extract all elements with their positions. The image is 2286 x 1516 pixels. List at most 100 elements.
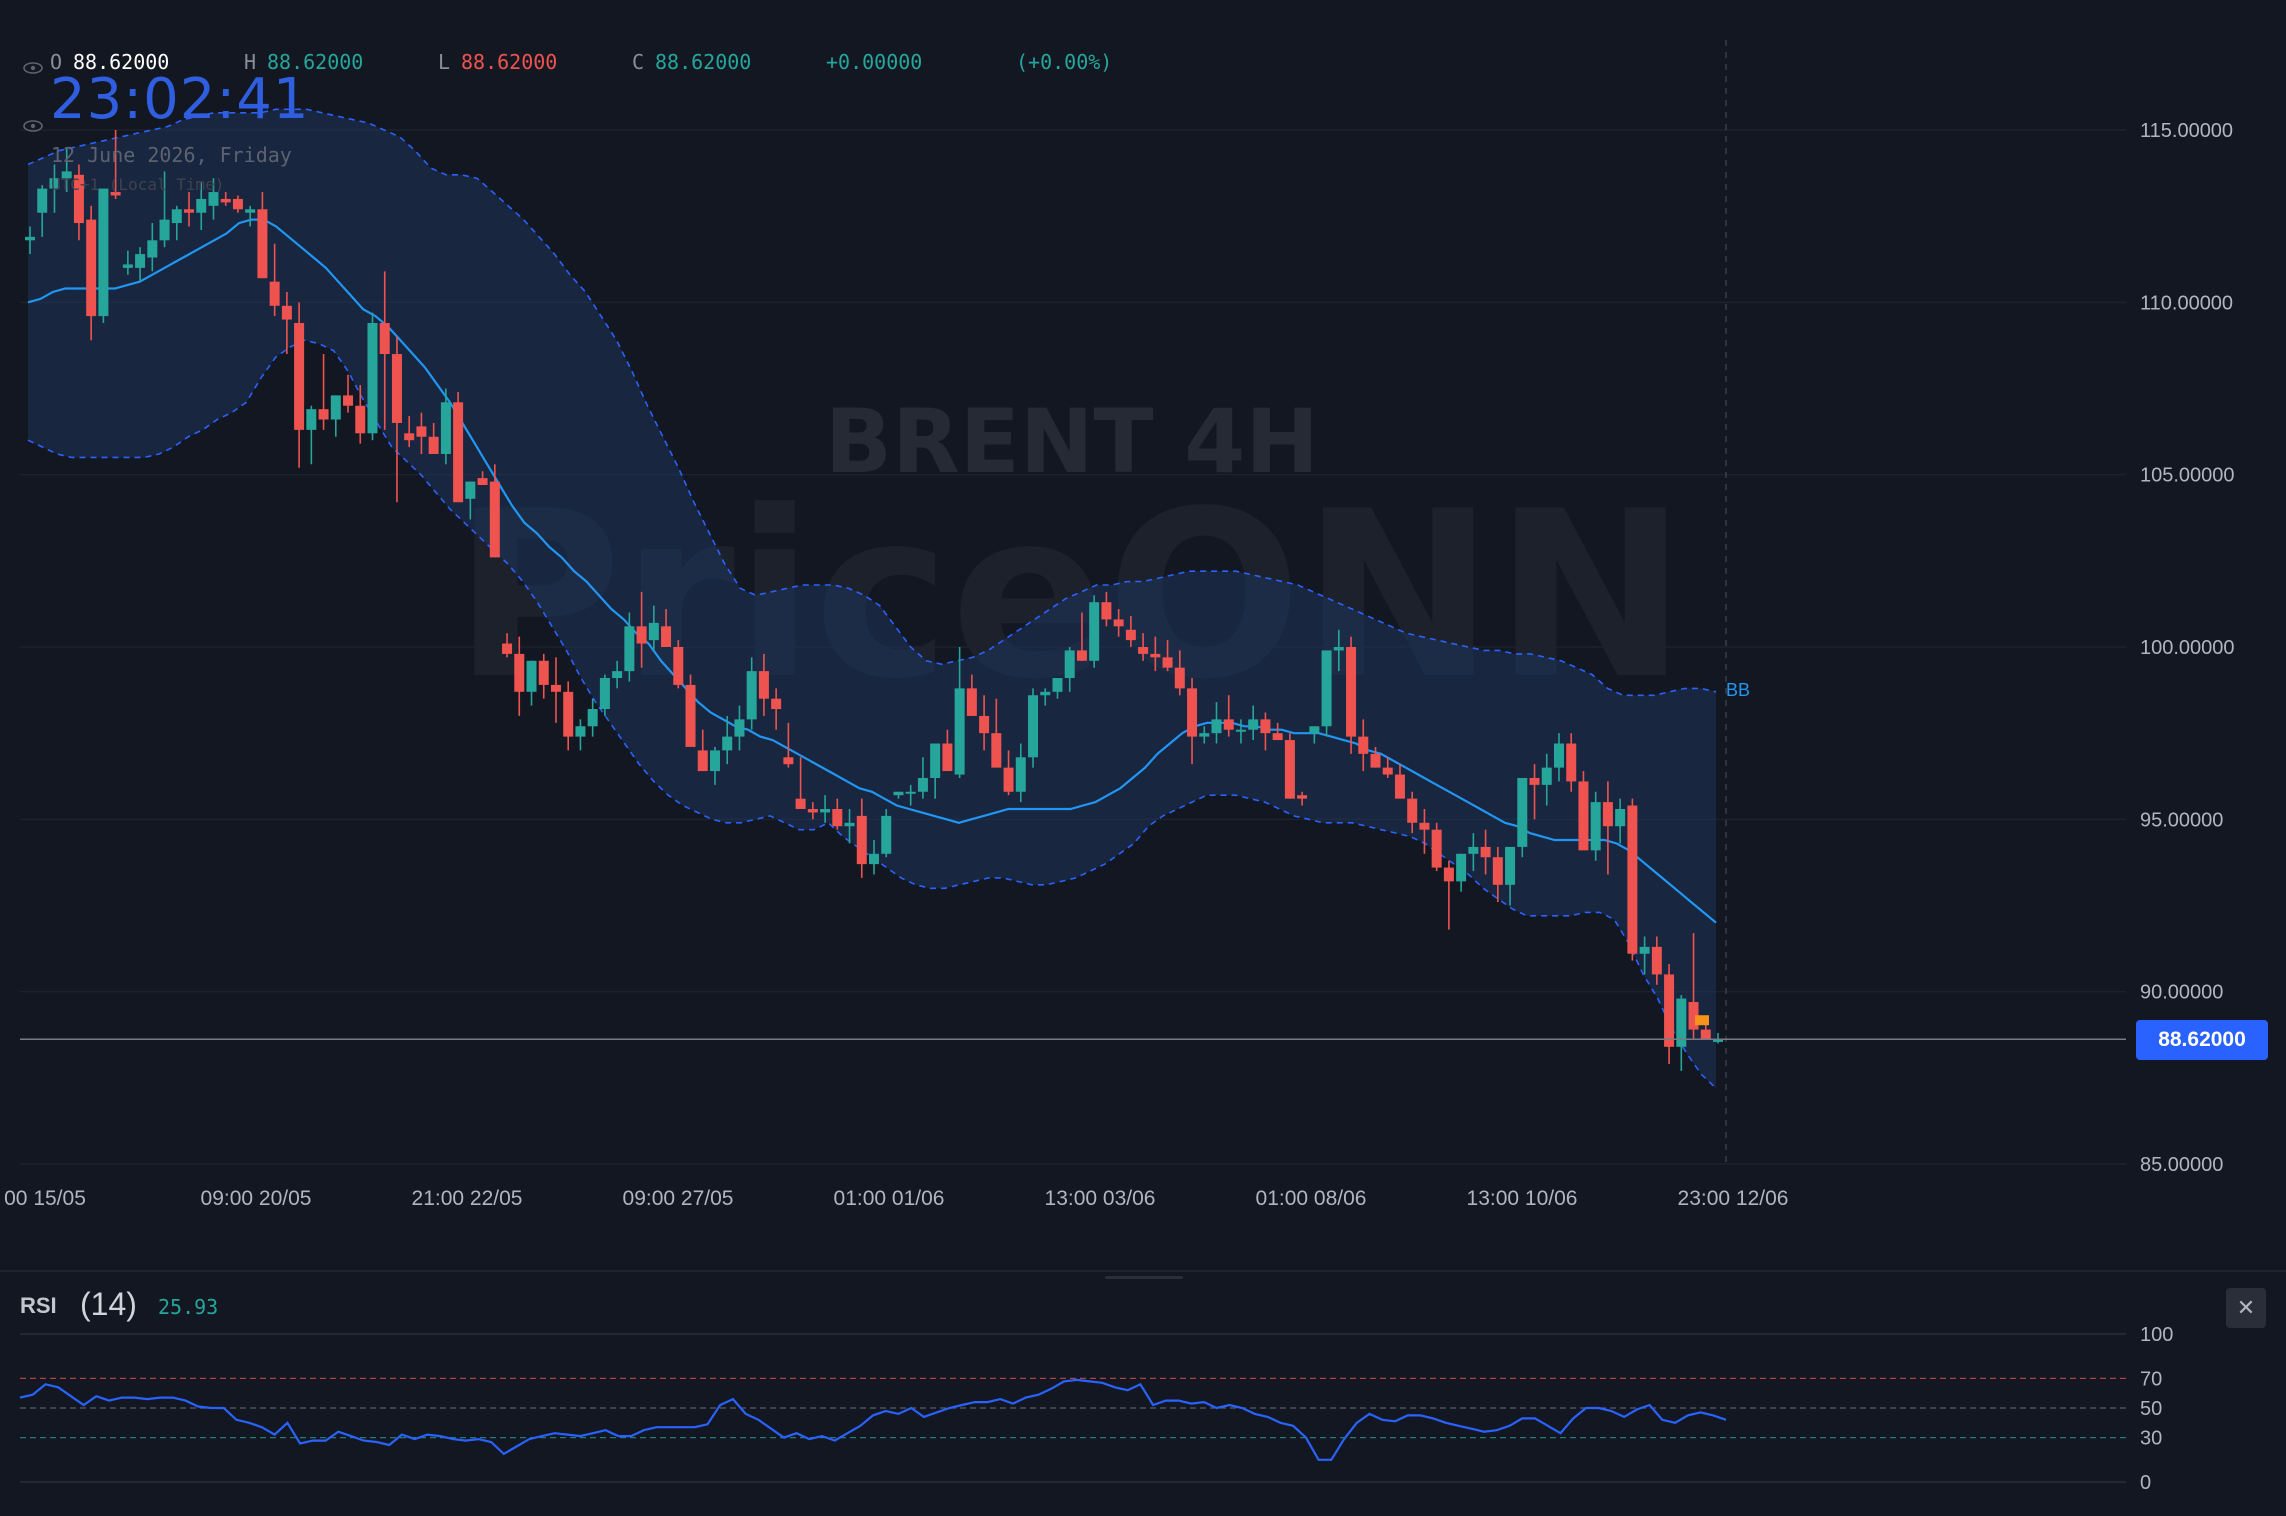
candle-body (1199, 733, 1210, 737)
candle-body (1407, 798, 1418, 823)
candle-body (196, 198, 207, 213)
candle-body (1651, 946, 1662, 975)
close-label: C (632, 50, 645, 74)
candle-body (465, 481, 476, 499)
clock-timezone: UTC+1 (Local Time) (51, 175, 225, 194)
candle-body (428, 436, 439, 454)
candle-body (502, 643, 513, 654)
candle-body (1187, 688, 1198, 737)
high-value: 88.62000 (267, 50, 364, 74)
pane-resize-handle[interactable] (1105, 1276, 1183, 1279)
candle-body (771, 698, 782, 710)
price-chart[interactable]: PriceONN BRENT 4H BB 115.00000110.000001… (0, 0, 2286, 1270)
candle-body (245, 209, 256, 213)
candle-body (1431, 829, 1442, 868)
candle-body (1284, 740, 1295, 799)
candle-body (599, 678, 610, 710)
candle-body (355, 405, 366, 434)
candle-body (1076, 650, 1087, 661)
candle-body (1040, 691, 1051, 696)
price-grid (20, 129, 2126, 1165)
rsi-tick-label: 70 (2140, 1368, 2162, 1390)
candle-body (636, 626, 647, 644)
last-bar-marker (1695, 1015, 1709, 1026)
low-label: L (438, 50, 451, 74)
candle-body (306, 409, 317, 430)
candle-body (1089, 602, 1100, 661)
rsi-axis: 100 70 50 30 0 (2140, 1324, 2173, 1494)
price-tick-label: 110.00000 (2140, 292, 2233, 314)
candle-body (648, 622, 659, 641)
rsi-line (19, 1378, 1727, 1461)
candle-body (526, 660, 537, 692)
candle-body (147, 240, 158, 258)
candle-body (869, 853, 879, 865)
rsi-line-path (19, 1378, 1727, 1461)
candle-body (294, 323, 305, 430)
bb-upper-line (27, 108, 1717, 697)
candle-body (1370, 753, 1381, 768)
eye-icon[interactable] (22, 61, 44, 75)
candle-body (1064, 650, 1075, 679)
candle-body (538, 660, 549, 685)
price-tick-label: 115.00000 (2140, 120, 2233, 142)
candle-body (1517, 777, 1528, 847)
candle-body (1235, 729, 1246, 732)
candle-body (1382, 767, 1393, 775)
candle-body (1468, 846, 1479, 854)
candle-body (110, 192, 121, 196)
time-tick-label: 23:00 12/06 (1678, 1187, 1789, 1210)
candle-body (159, 219, 170, 241)
rsi-chart[interactable]: 100 70 50 30 0 (0, 1282, 2286, 1516)
candle-body (991, 733, 1002, 768)
candle-body (1480, 846, 1491, 858)
candle-body (1676, 998, 1687, 1047)
candle-body (477, 478, 488, 486)
candle-body (1358, 736, 1369, 754)
candle-body (514, 653, 525, 692)
open-label: O (50, 50, 63, 74)
candle-body (61, 171, 72, 179)
time-axis: 00 15/05 09:00 20/05 21:00 22/05 09:00 27/0… (4, 1187, 1788, 1210)
candle-body (1394, 774, 1405, 799)
candle-body (661, 626, 672, 647)
candle-body (697, 750, 708, 772)
candle-body (98, 188, 109, 317)
candle-body (832, 808, 843, 827)
candle-body (330, 395, 341, 420)
bb-indicator-label[interactable]: BB (1726, 680, 1750, 700)
candle-body (1174, 667, 1185, 689)
candle-body (905, 791, 916, 794)
candle-body (1700, 1029, 1711, 1040)
candle-body (25, 236, 35, 241)
eye-icon[interactable] (22, 119, 44, 133)
candle-body (1211, 719, 1222, 734)
open-value: 88.62000 (73, 50, 170, 74)
close-rsi-button[interactable]: ✕ (2226, 1288, 2266, 1328)
candle-body (722, 736, 733, 751)
candle-body (1590, 802, 1601, 851)
candle-body (709, 750, 720, 772)
candle-body (1248, 719, 1259, 730)
candle-body (1113, 619, 1124, 627)
candle-body (171, 209, 182, 224)
candle-body (281, 305, 292, 320)
candle-body (966, 688, 977, 716)
candle-body (1101, 602, 1112, 620)
candle-body (893, 791, 904, 796)
candle-body (489, 481, 500, 558)
candle-body (86, 219, 97, 317)
candle-body (820, 808, 831, 813)
candle-body (917, 777, 928, 792)
candle-body (795, 798, 806, 809)
candle-body (1615, 808, 1626, 827)
clock-time: 23:02:41 (50, 67, 310, 132)
watermark-symbol: BRENT 4H (825, 390, 1319, 493)
candle-body (1138, 647, 1149, 654)
candle-body (1713, 1039, 1723, 1042)
candle-body (1456, 853, 1467, 882)
candle-body (1688, 1002, 1699, 1030)
candle-body (1333, 647, 1344, 651)
candle-body (440, 402, 451, 454)
candle-body (1028, 695, 1039, 758)
